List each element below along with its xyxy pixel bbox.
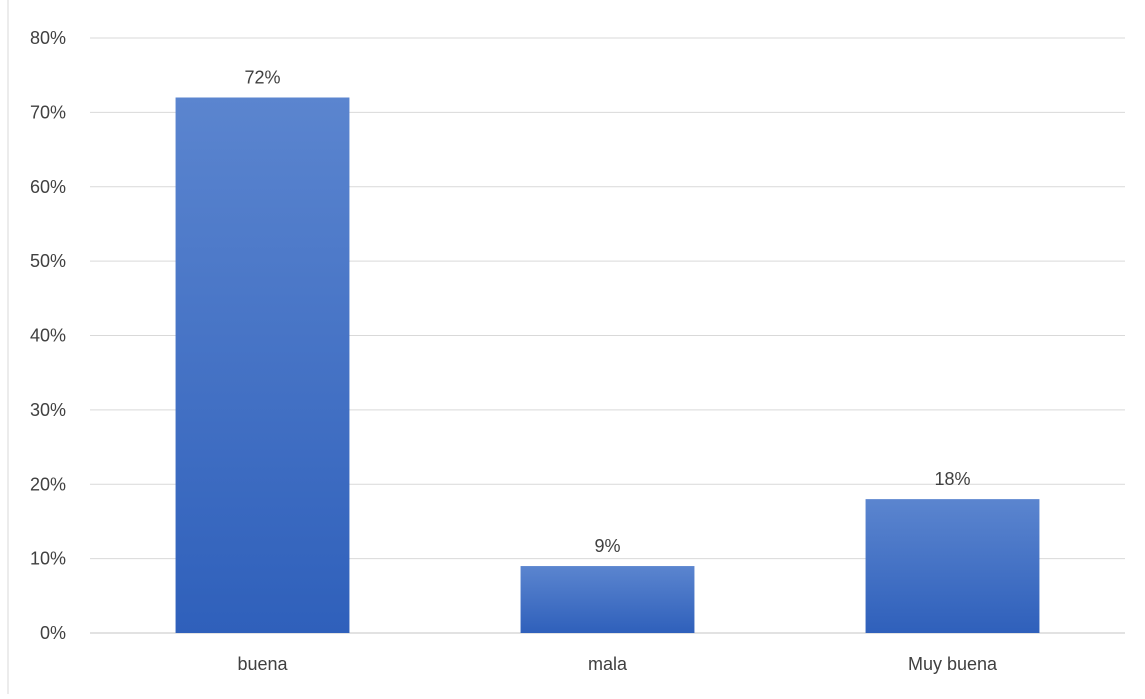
y-tick-label: 50% — [30, 251, 66, 271]
bars — [175, 97, 1040, 633]
y-axis-tick-labels: 0% 10% 20% 30% 40% 50% 60% 70% 80% — [30, 28, 66, 643]
bar-mala — [520, 566, 695, 633]
data-label: 72% — [244, 68, 280, 88]
y-tick-label: 10% — [30, 549, 66, 569]
x-category-label: Muy buena — [908, 654, 998, 674]
x-category-label: mala — [588, 654, 628, 674]
bar-muy-buena — [865, 499, 1040, 633]
data-label: 9% — [594, 536, 620, 556]
y-tick-label: 30% — [30, 400, 66, 420]
y-tick-label: 80% — [30, 28, 66, 48]
data-label: 18% — [934, 469, 970, 489]
y-tick-label: 70% — [30, 102, 66, 122]
y-tick-label: 60% — [30, 177, 66, 197]
x-category-label: buena — [237, 654, 288, 674]
y-tick-label: 20% — [30, 474, 66, 494]
bar-buena — [175, 97, 350, 633]
y-tick-label: 40% — [30, 326, 66, 346]
x-axis-category-labels: buena mala Muy buena — [237, 654, 998, 674]
data-labels: 72% 9% 18% — [244, 68, 970, 557]
y-tick-label: 0% — [40, 623, 66, 643]
